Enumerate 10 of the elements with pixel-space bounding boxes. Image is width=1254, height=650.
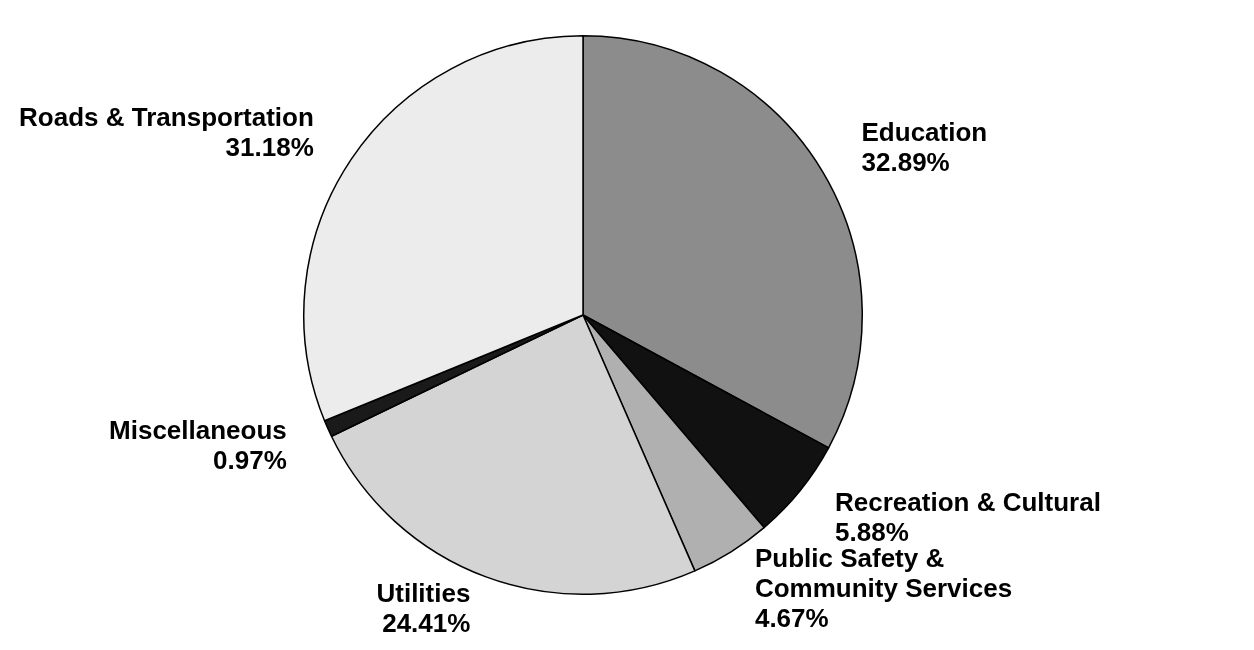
data-label: 0.97% [213,445,287,476]
data-label: 32.89% [861,147,950,178]
data-label: 31.18% [225,132,314,163]
data-label: 4.67% [754,603,829,634]
slice-label: Miscellaneous [109,415,287,446]
slice-label: Education [861,117,988,148]
slice-label: Utilities [376,578,471,609]
slice-label: Recreation & Cultural [835,487,1101,518]
data-label: 24.41% [382,608,471,639]
slice-label: Roads & Transportation [19,102,314,133]
